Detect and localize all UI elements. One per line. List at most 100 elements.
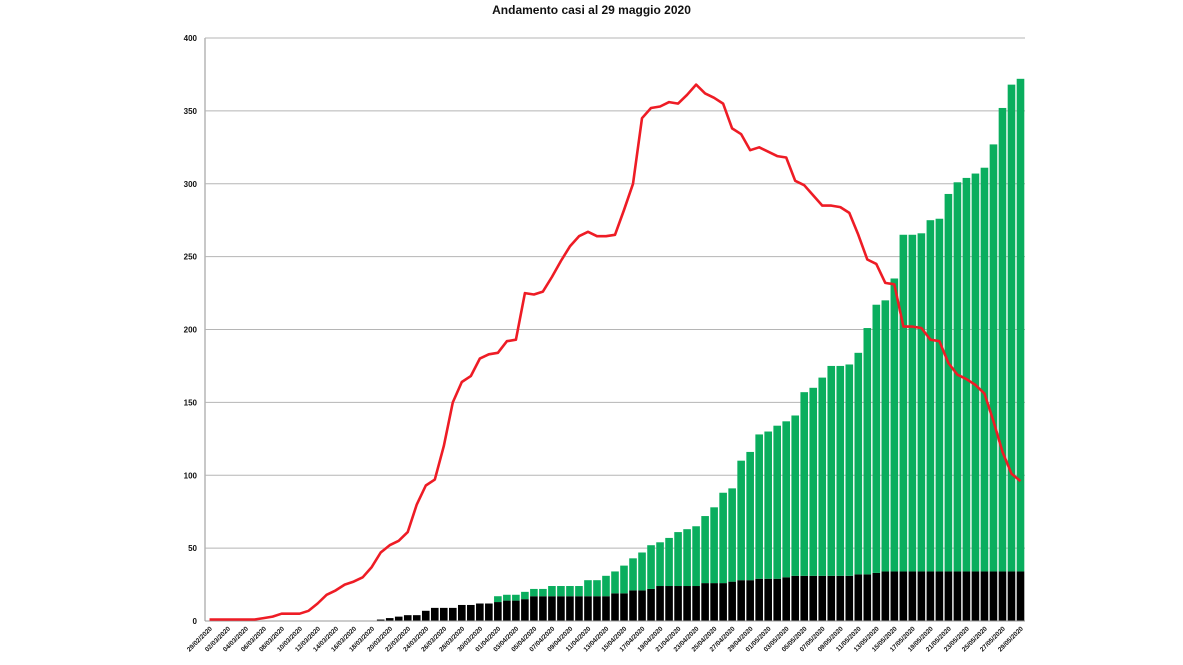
bar-black bbox=[557, 596, 565, 621]
bar-green bbox=[647, 545, 655, 589]
bar-black bbox=[530, 596, 538, 621]
bar-black bbox=[512, 600, 520, 621]
bar-green bbox=[809, 387, 818, 576]
bar-black bbox=[467, 604, 475, 621]
bar-black bbox=[385, 618, 394, 621]
bar-black bbox=[944, 571, 953, 621]
bar-black bbox=[458, 604, 466, 621]
bar-green bbox=[1016, 78, 1025, 572]
bar-green bbox=[746, 451, 754, 581]
bar-black bbox=[809, 575, 818, 621]
bar-green bbox=[665, 537, 673, 587]
bar-green bbox=[539, 588, 547, 597]
bar-black bbox=[674, 586, 682, 621]
bar-black bbox=[989, 571, 998, 621]
bar-black bbox=[656, 586, 664, 621]
bar-black bbox=[899, 571, 908, 621]
bar-black bbox=[719, 583, 727, 621]
bar-green bbox=[494, 596, 502, 603]
bar-green bbox=[764, 431, 772, 579]
bar-green bbox=[791, 415, 800, 576]
bar-black bbox=[854, 574, 863, 621]
bar-black bbox=[836, 575, 845, 621]
bar-black bbox=[818, 575, 827, 621]
bar-black bbox=[773, 578, 782, 621]
y-tick-label: 50 bbox=[188, 544, 197, 553]
bar-black bbox=[439, 607, 448, 621]
bar-black bbox=[890, 571, 899, 621]
bar-green bbox=[656, 542, 664, 587]
y-tick-label: 300 bbox=[184, 180, 198, 189]
chart-title: Andamento casi al 29 maggio 2020 bbox=[492, 3, 691, 17]
bar-black bbox=[926, 571, 935, 621]
bar-black bbox=[710, 583, 718, 621]
bar-green bbox=[818, 377, 827, 576]
bar-black bbox=[908, 571, 917, 621]
bar-black bbox=[638, 590, 646, 621]
bar-green bbox=[980, 167, 989, 572]
bar-black bbox=[827, 575, 836, 621]
bar-black bbox=[403, 615, 412, 621]
bar-green bbox=[989, 144, 998, 572]
bar-green bbox=[611, 571, 619, 594]
bar-black bbox=[692, 586, 700, 621]
bar-green bbox=[926, 220, 935, 572]
bar-black bbox=[593, 596, 601, 621]
bar-green bbox=[710, 507, 718, 584]
bar-green bbox=[827, 365, 836, 576]
y-tick-label: 0 bbox=[193, 617, 198, 626]
bar-green bbox=[782, 421, 791, 578]
bar-green bbox=[755, 434, 763, 579]
bar-green bbox=[575, 586, 583, 597]
bar-green bbox=[701, 516, 709, 584]
bar-black bbox=[629, 590, 637, 621]
bar-green bbox=[773, 425, 782, 579]
bar-black bbox=[701, 583, 709, 621]
bar-black bbox=[584, 596, 592, 621]
bar-black bbox=[548, 596, 556, 621]
bar-green bbox=[557, 586, 565, 597]
bar-green bbox=[629, 558, 637, 591]
bar-green bbox=[863, 328, 872, 575]
bar-black bbox=[412, 615, 421, 621]
bar-green bbox=[503, 594, 511, 601]
bar-green bbox=[971, 173, 980, 572]
y-tick-label: 400 bbox=[184, 34, 198, 43]
bar-green bbox=[917, 233, 926, 572]
bar-green bbox=[692, 526, 700, 587]
bar-black bbox=[683, 586, 691, 621]
bar-black bbox=[917, 571, 926, 621]
bar-black bbox=[845, 575, 854, 621]
bar-green bbox=[737, 460, 745, 581]
bar-green bbox=[728, 488, 736, 582]
bar-black bbox=[503, 600, 511, 621]
bar-green bbox=[836, 365, 845, 576]
bar-black bbox=[971, 571, 980, 621]
bar-black bbox=[800, 575, 809, 621]
bar-black bbox=[953, 571, 962, 621]
bar-green bbox=[1007, 84, 1016, 572]
bar-black bbox=[755, 578, 763, 621]
bar-green bbox=[854, 352, 863, 575]
bar-black bbox=[476, 603, 484, 621]
bar-green bbox=[584, 580, 592, 597]
bar-black bbox=[782, 577, 791, 621]
bar-green bbox=[593, 580, 601, 597]
bar-green bbox=[935, 218, 944, 572]
bar-black bbox=[737, 580, 745, 621]
y-tick-label: 150 bbox=[184, 398, 198, 407]
bar-green bbox=[890, 278, 899, 572]
bar-green bbox=[872, 304, 881, 573]
bar-green bbox=[899, 234, 908, 572]
bar-black bbox=[647, 588, 655, 621]
bar-black bbox=[935, 571, 944, 621]
bar-black bbox=[448, 607, 457, 621]
bar-green bbox=[620, 565, 628, 594]
bar-green bbox=[683, 529, 691, 587]
bar-black bbox=[485, 603, 493, 621]
bar-black bbox=[863, 574, 872, 621]
bar-green bbox=[881, 300, 890, 572]
bar-black bbox=[962, 571, 971, 621]
bar-green bbox=[962, 177, 971, 572]
